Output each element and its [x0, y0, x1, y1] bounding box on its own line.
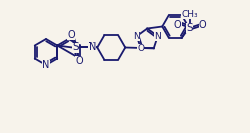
Text: S: S [72, 43, 78, 53]
Text: N: N [42, 60, 50, 70]
Text: N: N [87, 43, 94, 53]
Text: O: O [75, 55, 83, 65]
Text: O: O [173, 20, 181, 30]
Text: O: O [198, 20, 206, 30]
Text: S: S [186, 23, 192, 33]
Text: N: N [133, 32, 140, 41]
Text: N: N [154, 32, 160, 41]
Text: O: O [137, 44, 144, 53]
Text: O: O [67, 30, 75, 40]
Text: CH₃: CH₃ [181, 10, 197, 19]
Text: N: N [88, 43, 96, 53]
